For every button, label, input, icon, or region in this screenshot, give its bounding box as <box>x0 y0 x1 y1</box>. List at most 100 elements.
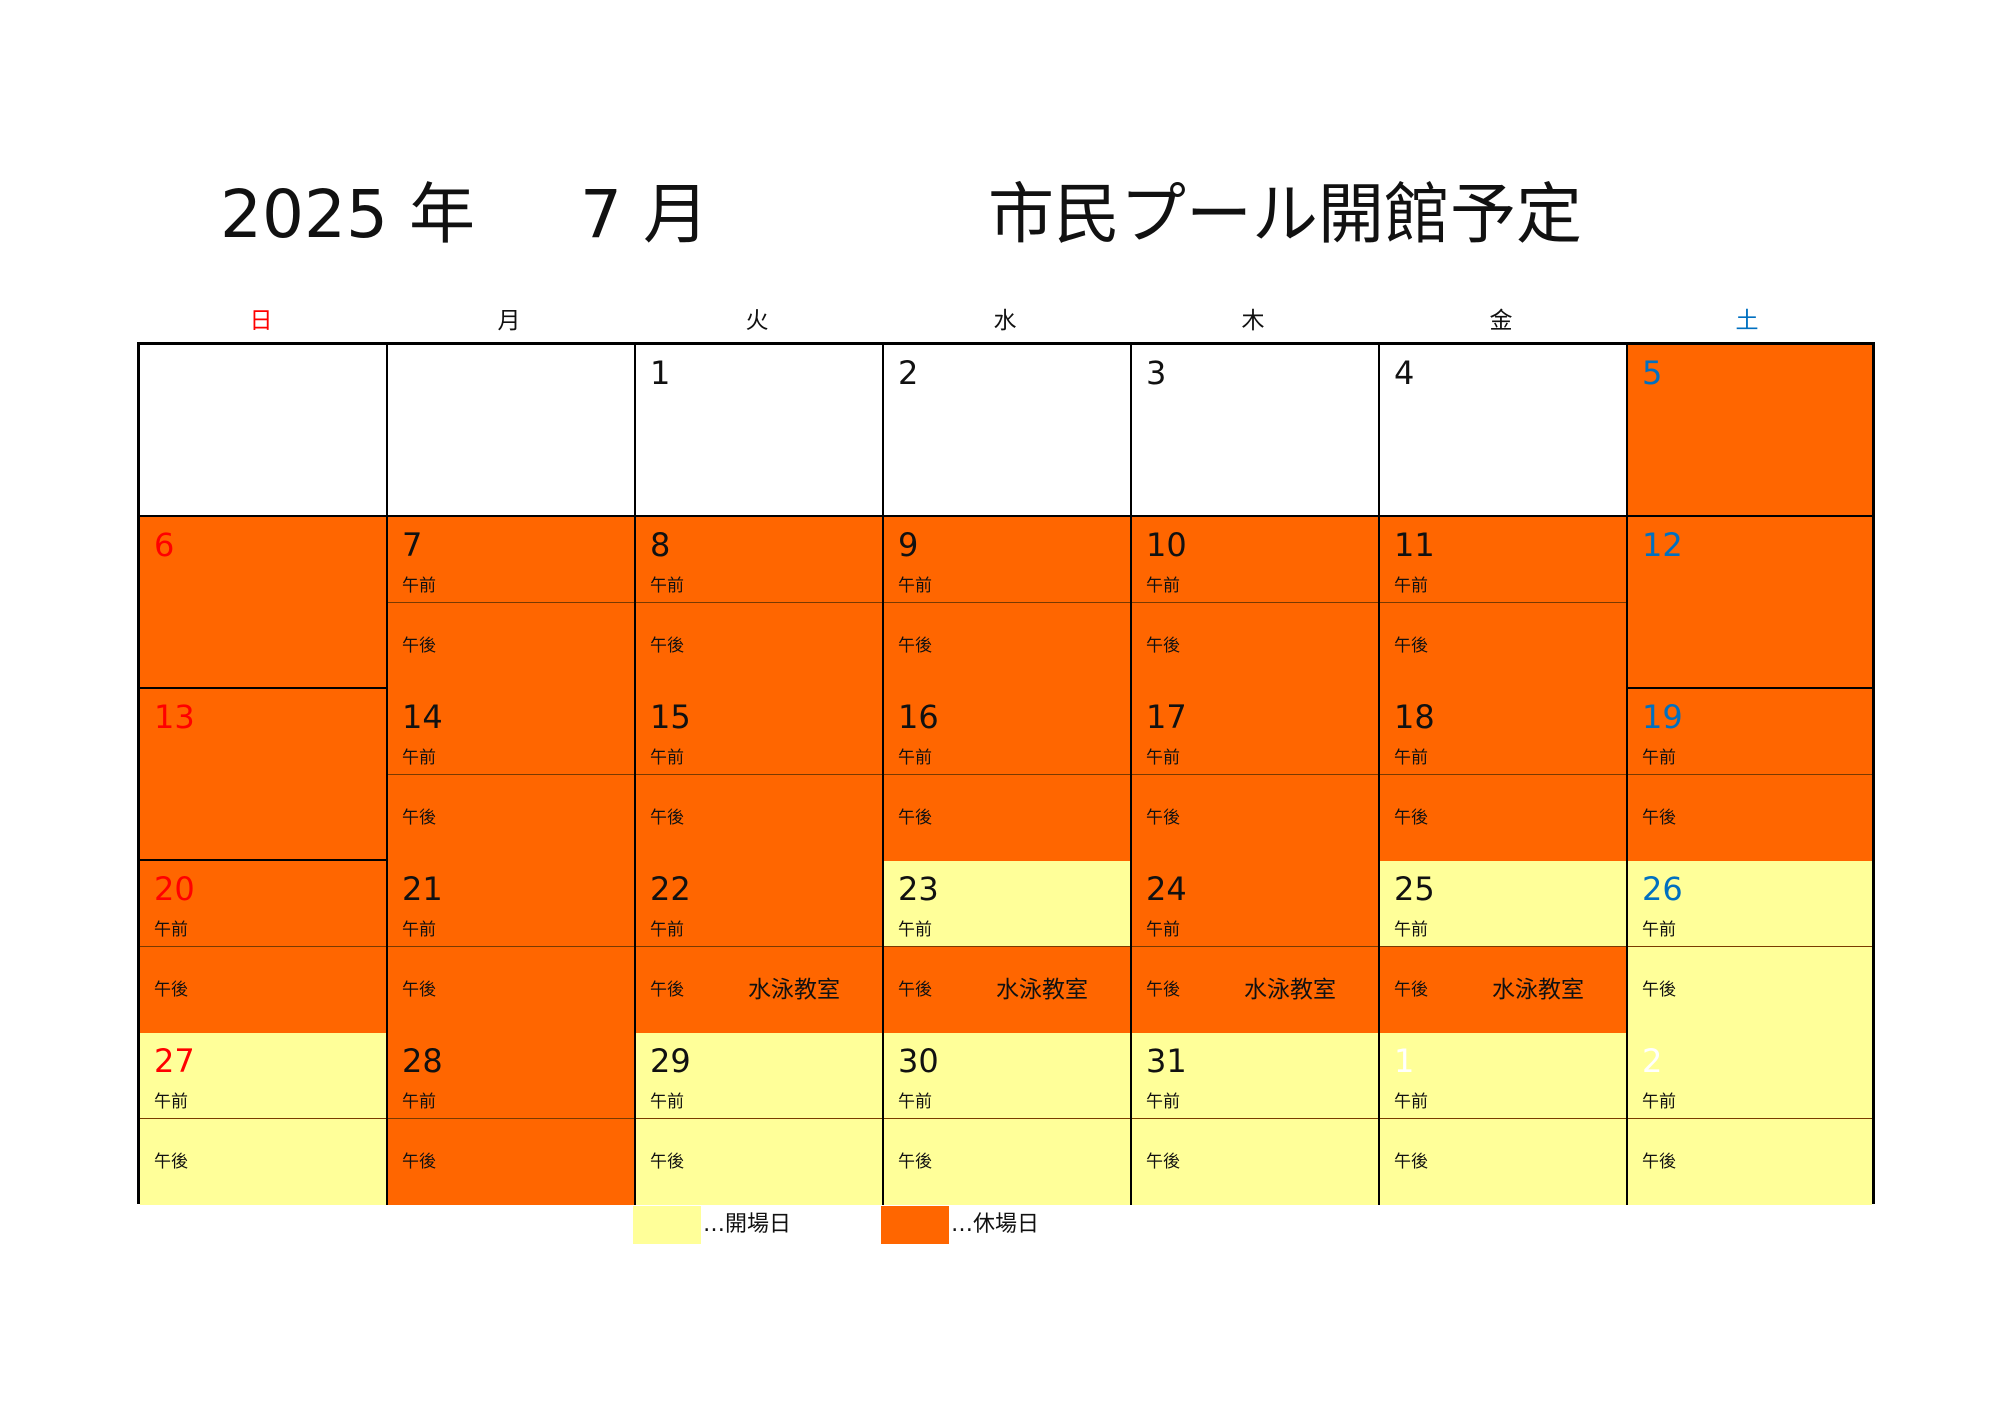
calendar-day-cell: 午前 午後 2 <box>1628 1033 1872 1205</box>
afternoon-slot: 午後 水泳教室 <box>884 947 1130 1033</box>
day-number: 10 <box>1146 526 1187 564</box>
afternoon-label: 午後 <box>1146 808 1180 828</box>
weekday-header-row: 日月火水木金土 <box>137 303 1875 339</box>
calendar-day-cell <box>140 345 388 517</box>
afternoon-slot: 午後 <box>636 1119 882 1205</box>
afternoon-slot: 午後 <box>388 775 634 861</box>
day-number: 15 <box>650 698 691 736</box>
morning-label: 午前 <box>402 920 436 940</box>
legend-swatch <box>881 1206 949 1244</box>
event-label: 水泳教室 <box>748 977 840 1003</box>
calendar-day-cell: 午前 午後 29 <box>636 1033 884 1205</box>
calendar-day-cell: 13 <box>140 689 388 861</box>
morning-label: 午前 <box>1146 1092 1180 1112</box>
morning-slot: 午前 <box>1628 861 1872 947</box>
afternoon-slot: 午後 <box>1132 775 1378 861</box>
day-number: 19 <box>1642 698 1683 736</box>
morning-slot: 午前 <box>388 1033 634 1119</box>
morning-slot: 午前 <box>1380 689 1626 775</box>
afternoon-label: 午後 <box>1146 1152 1180 1172</box>
morning-slot: 午前 <box>636 861 882 947</box>
calendar-day-cell: 午前午後 26 <box>1628 861 1872 1033</box>
weekday-label: 月 <box>497 308 521 334</box>
afternoon-label: 午後 <box>154 1152 188 1172</box>
morning-slot: 午前 <box>1380 517 1626 603</box>
morning-label: 午前 <box>1642 1092 1676 1112</box>
afternoon-label: 午後 <box>898 980 932 1000</box>
afternoon-slot: 午後 水泳教室 <box>636 947 882 1033</box>
weekday-label: 火 <box>745 308 769 334</box>
day-number: 26 <box>1642 870 1683 908</box>
morning-label: 午前 <box>898 576 932 596</box>
morning-slot: 午前 <box>1628 1033 1872 1119</box>
legend-label: …開場日 <box>703 1212 792 1237</box>
afternoon-slot: 午後 <box>1380 1119 1626 1205</box>
morning-label: 午前 <box>1146 748 1180 768</box>
day-number: 23 <box>898 870 939 908</box>
afternoon-label: 午後 <box>1642 980 1676 1000</box>
morning-label: 午前 <box>1146 920 1180 940</box>
calendar-day-cell: 12 <box>1628 517 1872 689</box>
month-label: 7 月 <box>580 176 709 253</box>
afternoon-label: 午後 <box>1642 1152 1676 1172</box>
afternoon-label: 午後 <box>154 980 188 1000</box>
weekday-label: 土 <box>1735 308 1759 334</box>
afternoon-slot: 午後 <box>388 603 634 689</box>
calendar-day-cell: 午前 午後 27 <box>140 1033 388 1205</box>
weekday-label: 金 <box>1489 308 1513 334</box>
calendar-day-cell: 午前 午後 16 <box>884 689 1132 861</box>
morning-slot: 午前 <box>1628 689 1872 775</box>
morning-slot: 午前 <box>388 689 634 775</box>
morning-label: 午前 <box>1642 748 1676 768</box>
afternoon-slot: 午後 <box>1628 1119 1872 1205</box>
calendar-day-cell: 午前 午後 28 <box>388 1033 636 1205</box>
morning-slot: 午前 <box>140 1033 386 1119</box>
event-label: 水泳教室 <box>996 977 1088 1003</box>
morning-slot: 午前 <box>1380 1033 1626 1119</box>
afternoon-slot: 午後 <box>1380 775 1626 861</box>
calendar-header: 2025 年 7 月 市民プール開館予定 <box>0 170 2000 260</box>
afternoon-slot: 午後 <box>1628 947 1872 1033</box>
afternoon-slot: 午後 <box>140 947 386 1033</box>
afternoon-slot: 午後 <box>1132 603 1378 689</box>
morning-slot: 午前 <box>636 689 882 775</box>
day-number: 4 <box>1394 354 1415 392</box>
weekday-label: 水 <box>993 308 1017 334</box>
calendar-day-cell: 午前 午後 20 <box>140 861 388 1033</box>
morning-label: 午前 <box>402 1092 436 1112</box>
morning-slot: 午前 <box>884 861 1130 947</box>
afternoon-slot: 午後 <box>884 603 1130 689</box>
afternoon-label: 午後 <box>1642 808 1676 828</box>
calendar-day-cell: 午前 午後 11 <box>1380 517 1628 689</box>
day-number: 9 <box>898 526 919 564</box>
calendar-day-cell: 午前 午後 21 <box>388 861 636 1033</box>
afternoon-label: 午後 <box>402 980 436 1000</box>
morning-label: 午前 <box>154 920 188 940</box>
afternoon-label: 午後 <box>402 1152 436 1172</box>
morning-slot: 午前 <box>636 517 882 603</box>
day-number: 8 <box>650 526 671 564</box>
afternoon-label: 午後 <box>1394 1152 1428 1172</box>
legend-label: …休場日 <box>951 1212 1040 1237</box>
afternoon-slot: 午後 <box>884 1119 1130 1205</box>
calendar-grid: 1 2 3 4 5 6 午前 午後 7 午前 午後 8 午前 午後 9 午前 午後 10 午前 午後 11 12 13 午前午… <box>137 342 1875 1205</box>
calendar-day-cell: 午前 午後 7 <box>388 517 636 689</box>
calendar-day-cell: 午前午後 14 <box>388 689 636 861</box>
day-number: 30 <box>898 1042 939 1080</box>
afternoon-slot: 午後 水泳教室 <box>1132 947 1378 1033</box>
day-number: 7 <box>402 526 423 564</box>
morning-label: 午前 <box>650 920 684 940</box>
afternoon-label: 午後 <box>1146 636 1180 656</box>
morning-slot: 午前 <box>884 689 1130 775</box>
day-number: 24 <box>1146 870 1187 908</box>
afternoon-slot: 午後 <box>1132 1119 1378 1205</box>
morning-label: 午前 <box>402 748 436 768</box>
morning-label: 午前 <box>1394 920 1428 940</box>
morning-label: 午前 <box>1146 576 1180 596</box>
day-number: 13 <box>154 698 195 736</box>
afternoon-label: 午後 <box>650 1152 684 1172</box>
page-title: 市民プール開館予定 <box>988 176 1582 253</box>
calendar-day-cell: 午前午後 水泳教室 24 <box>1132 861 1380 1033</box>
day-number: 14 <box>402 698 443 736</box>
calendar-day-cell: 午前午後 19 <box>1628 689 1872 861</box>
